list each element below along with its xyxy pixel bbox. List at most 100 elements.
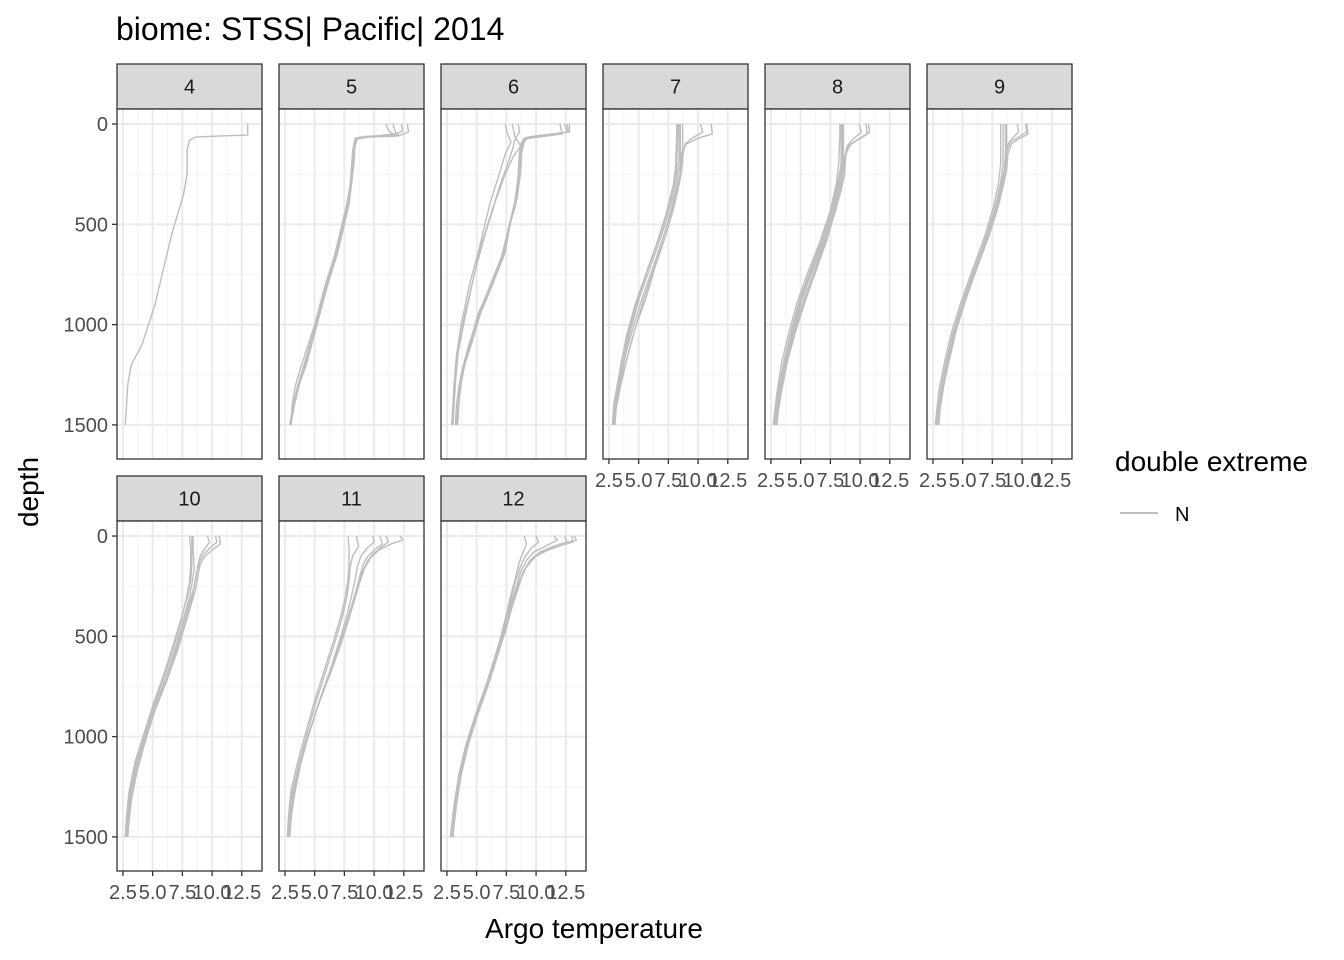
- x-tick-label: 10.0: [193, 882, 232, 904]
- x-tick-label: 7.5: [654, 470, 682, 492]
- profile-line: [289, 535, 404, 837]
- x-tick-label: 12.5: [222, 882, 261, 904]
- legend: double extreme N: [1115, 446, 1308, 526]
- x-tick-label: 7.5: [816, 470, 844, 492]
- y-tick-label: 0: [97, 526, 108, 548]
- x-tick-label: 5.0: [625, 470, 653, 492]
- profile-line: [776, 124, 845, 425]
- profile-line: [124, 124, 249, 425]
- profile-line: [125, 535, 192, 837]
- x-tick-label: 2.5: [757, 470, 785, 492]
- panel-background: [117, 109, 262, 459]
- panel-border: [440, 108, 587, 460]
- facet-panel-8: 8 2.5 5.0 7.510.012.5: [757, 63, 911, 492]
- profile-line: [452, 535, 574, 837]
- panel-background: [927, 109, 1072, 459]
- x-tick-label: 2.5: [433, 882, 461, 904]
- facet-strip: [764, 63, 911, 110]
- y-axis-title: depth: [13, 457, 44, 527]
- facet-strip-label: 8: [832, 77, 843, 99]
- legend-label-n: N: [1175, 504, 1189, 526]
- facet-panel-12: 12 2.5 5.0 7.510.012.5: [433, 475, 587, 904]
- x-tick-label: 7.5: [330, 882, 358, 904]
- facet-strip-label: 7: [670, 77, 681, 99]
- chart-title: biome: STSS| Pacific| 2014: [116, 11, 504, 47]
- x-tick-label: 2.5: [595, 470, 623, 492]
- profile-line: [935, 123, 1020, 425]
- facet-panel-7: 7 2.5 5.0 7.510.012.5: [595, 63, 749, 492]
- panel-border: [764, 108, 911, 460]
- x-tick-label: 12.5: [384, 882, 423, 904]
- x-tick-label: 7.5: [978, 470, 1006, 492]
- x-tick-label: 10.0: [841, 470, 880, 492]
- x-tick-label: 2.5: [919, 470, 947, 492]
- facet-strip: [116, 63, 263, 110]
- profile-line: [776, 123, 868, 425]
- profile-line: [127, 535, 222, 837]
- profile-line: [772, 124, 841, 425]
- y-tick-label: 1500: [64, 415, 109, 437]
- facet-panel-6: 6: [440, 63, 587, 460]
- profile-line: [613, 123, 704, 425]
- x-tick-label: 2.5: [271, 882, 299, 904]
- profile-line: [452, 123, 522, 425]
- facet-panel-4: 4 0 500 1000 1500: [64, 63, 263, 460]
- facet-strip: [116, 475, 263, 522]
- profile-line: [289, 123, 400, 426]
- x-tick-label: 12.5: [870, 470, 909, 492]
- legend-title: double extreme: [1115, 446, 1308, 477]
- x-tick-label: 7.5: [492, 882, 520, 904]
- profile-line: [451, 535, 528, 837]
- facet-strip-label: 4: [184, 77, 195, 99]
- profile-line: [287, 535, 360, 837]
- x-tick-label: 12.5: [708, 470, 747, 492]
- x-tick-label: 10.0: [1003, 470, 1042, 492]
- facet-strip-label: 11: [341, 489, 362, 511]
- x-tick-label: 5.0: [301, 882, 329, 904]
- profile-line: [124, 536, 193, 837]
- facet-strip: [440, 63, 587, 110]
- facet-strip-label: 9: [994, 77, 1005, 99]
- panel-background: [441, 109, 586, 459]
- x-tick-label: 10.0: [679, 470, 718, 492]
- profile-line: [611, 124, 679, 425]
- x-tick-label: 2.5: [109, 882, 137, 904]
- panel-border: [602, 108, 749, 460]
- profile-line: [773, 124, 842, 425]
- profile-line: [287, 535, 384, 837]
- y-tick-label: 0: [97, 114, 108, 136]
- profile-line: [937, 123, 1029, 425]
- panel-border: [440, 520, 587, 872]
- profile-line: [456, 124, 571, 425]
- x-tick-label: 5.0: [949, 470, 977, 492]
- x-axis-title: Argo temperature: [485, 913, 703, 944]
- x-tick-label: 12.5: [546, 882, 585, 904]
- panel-border: [116, 520, 263, 872]
- facet-strip: [278, 475, 425, 522]
- facet-panel-5: 5: [278, 63, 425, 460]
- facet-strip: [278, 63, 425, 110]
- x-tick-label: 10.0: [517, 882, 556, 904]
- y-tick-label: 1500: [64, 827, 109, 849]
- x-tick-label: 5.0: [463, 882, 491, 904]
- x-tick-label: 12.5: [1032, 470, 1071, 492]
- facet-strip: [440, 475, 587, 522]
- profile-line: [125, 535, 218, 837]
- y-tick-label: 500: [75, 214, 108, 236]
- panel-border: [278, 520, 425, 872]
- x-tick-label: 5.0: [139, 882, 167, 904]
- panel-border: [278, 108, 425, 460]
- facet-panel-9: 9 2.5 5.0 7.510.012.5: [919, 63, 1073, 492]
- x-tick-label: 5.0: [787, 470, 815, 492]
- x-tick-label: 7.5: [168, 882, 196, 904]
- facet-strip: [602, 63, 749, 110]
- panel-background: [441, 521, 586, 871]
- facet-panel-10: 10 0 500 1000 1500 2.5 5.0 7.510.012.5: [64, 475, 263, 904]
- y-tick-label: 1000: [64, 315, 109, 337]
- y-tick-label: 500: [75, 626, 108, 648]
- panel-background: [765, 109, 910, 459]
- profile-line: [286, 535, 350, 837]
- profile-line: [773, 123, 862, 425]
